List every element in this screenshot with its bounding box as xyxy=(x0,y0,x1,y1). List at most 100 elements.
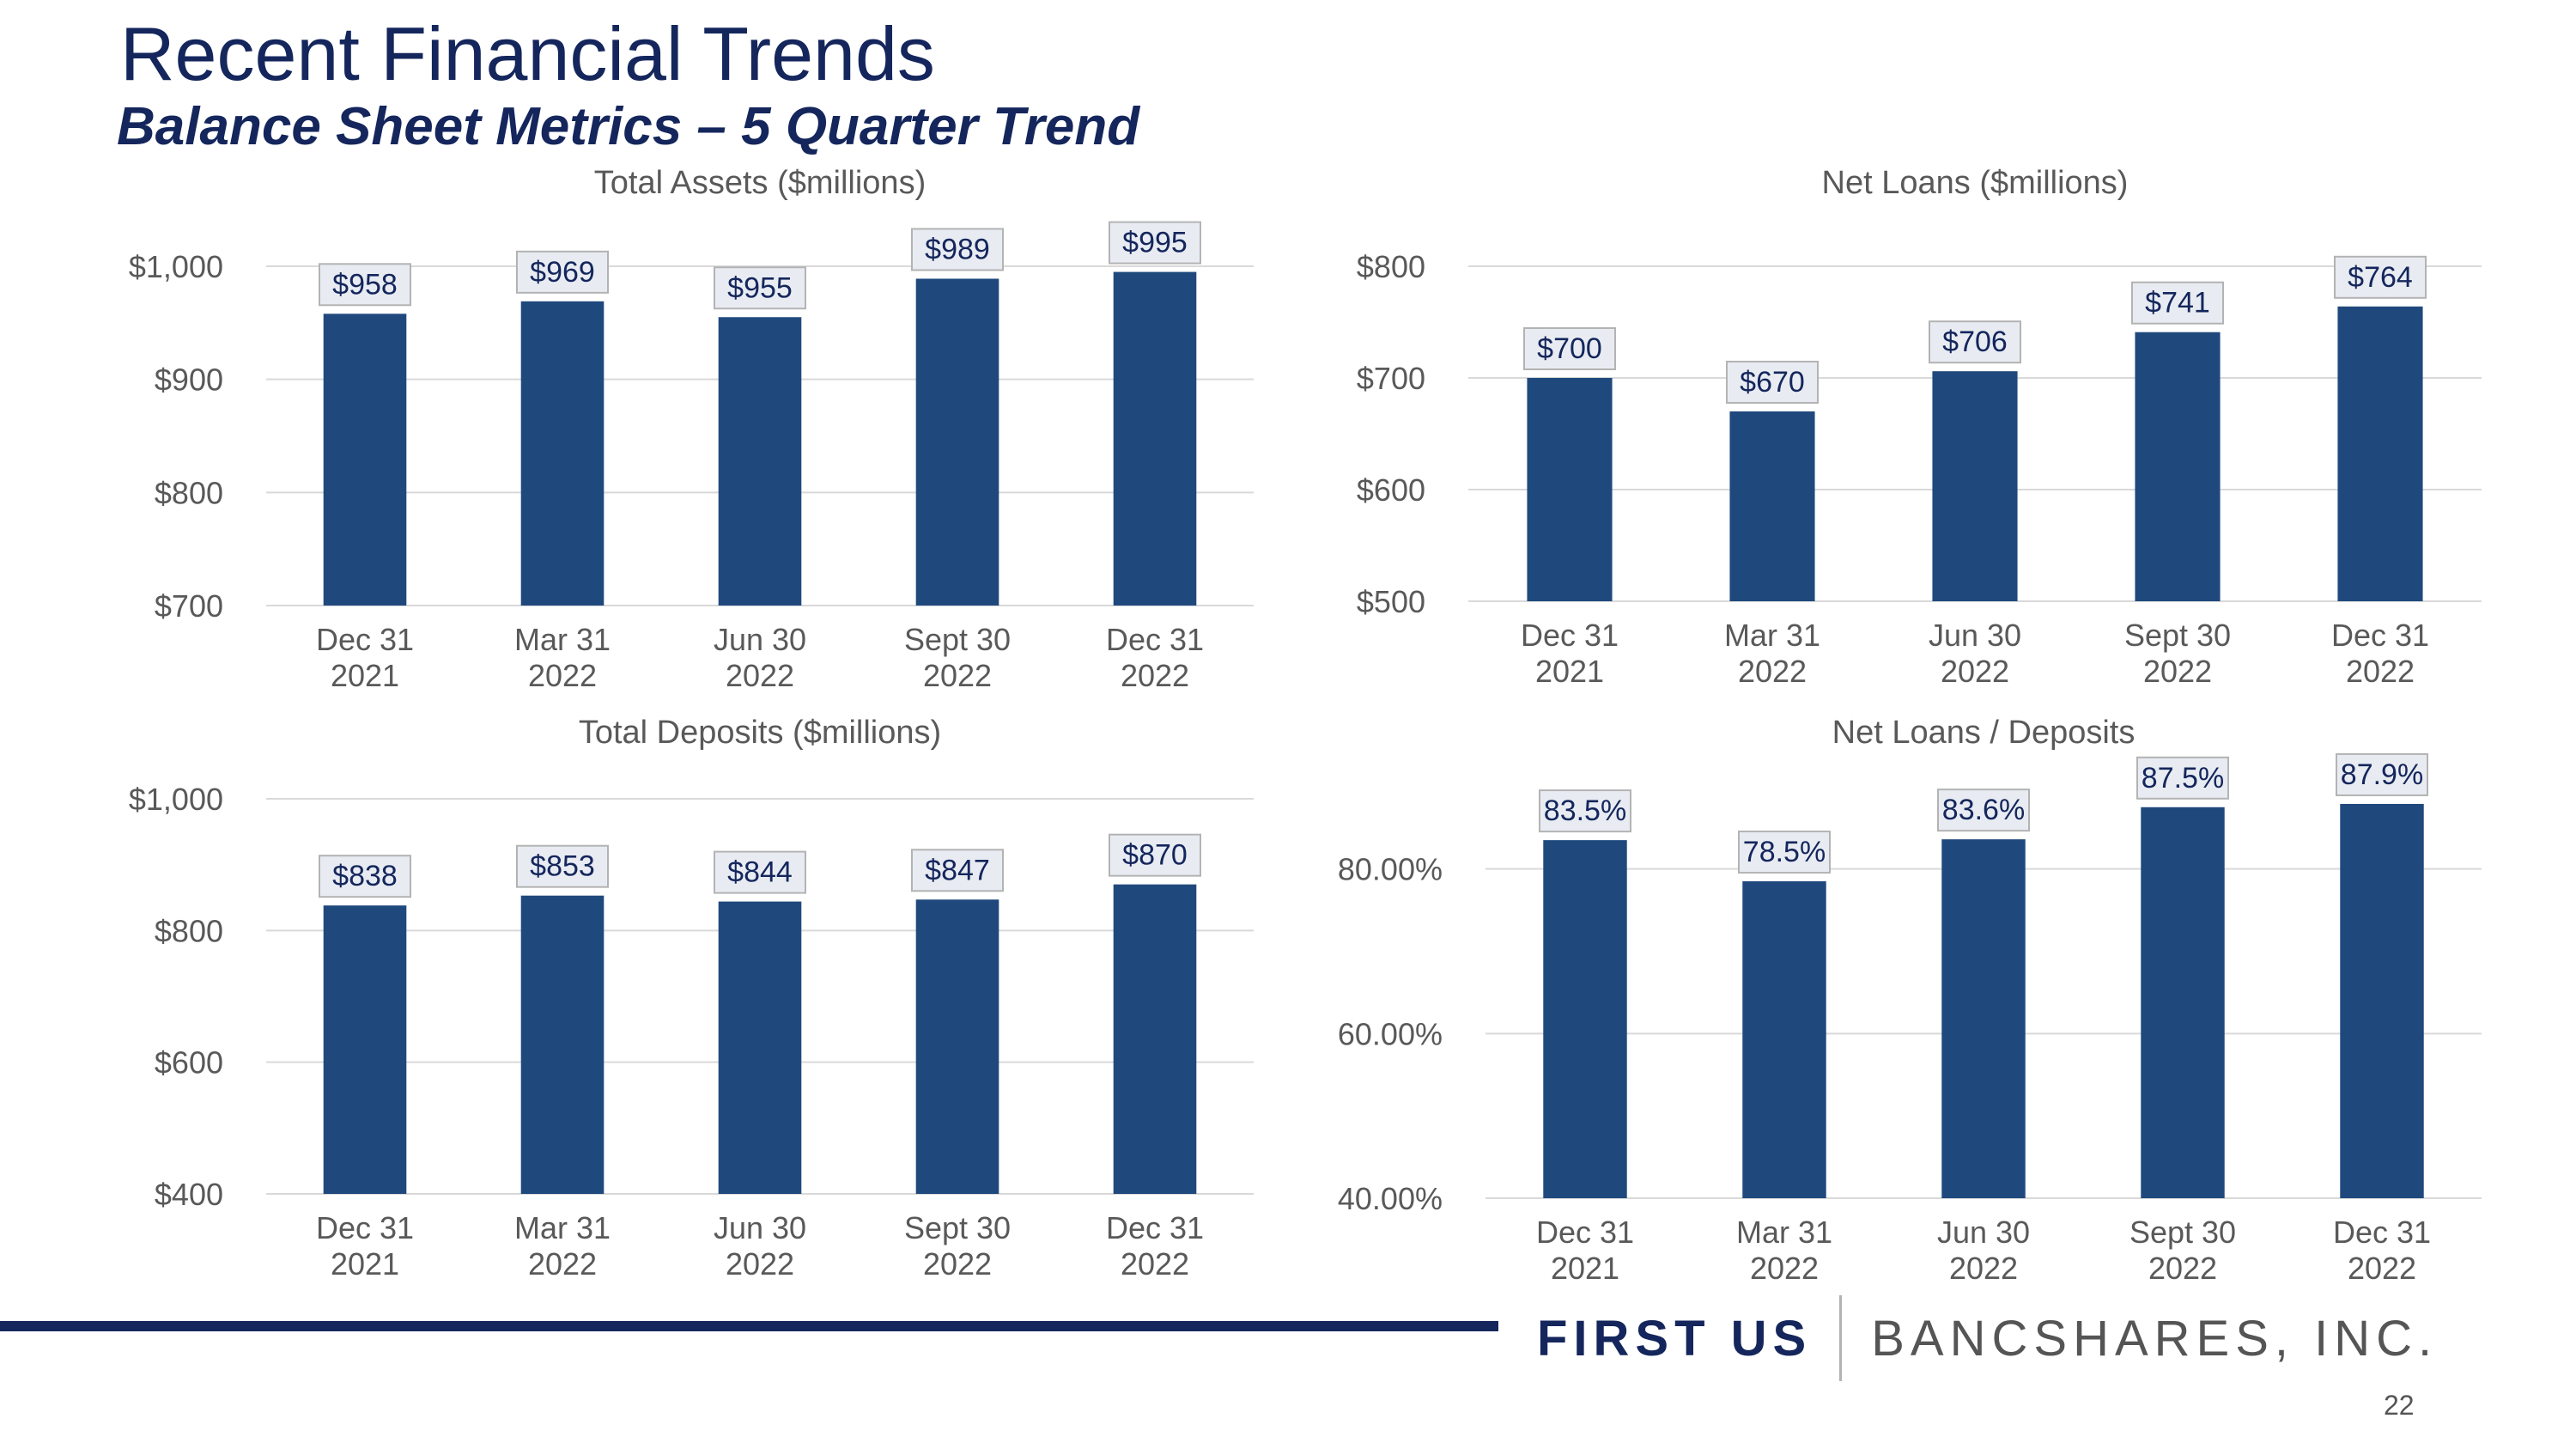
y-tick-label: $400 xyxy=(155,1177,223,1212)
x-tick-label: Sept 30 xyxy=(904,1210,1011,1245)
total-assets-chart: Total Assets ($millions) $700 $800 $900 $1,0… xyxy=(129,165,1254,693)
x-tick-label: Jun 30 xyxy=(714,1210,806,1245)
y-tick-label: $1,000 xyxy=(129,249,223,284)
bar xyxy=(1932,371,2018,601)
data-label: $706 xyxy=(1942,326,2008,358)
data-label: $958 xyxy=(332,268,398,301)
x-tick-label-year: 2021 xyxy=(1535,654,1604,689)
data-label: 78.5% xyxy=(1743,836,1826,868)
x-tick-label: Mar 31 xyxy=(1724,618,1820,653)
bar xyxy=(520,895,605,1194)
data-label-box xyxy=(516,844,609,888)
total-deposits-chart: Total Deposits ($millions) $400 $600 $800 $1… xyxy=(129,715,1254,1282)
x-tick-label-year: 2021 xyxy=(331,1246,399,1282)
net-loans-chart: Net Loans ($millions) $500 $600 $700 $800 $70… xyxy=(1357,165,2482,689)
x-tick-label-year: 2022 xyxy=(528,1246,597,1282)
x-tick-label-year: 2022 xyxy=(1750,1251,1819,1286)
x-tick-label: Jun 30 xyxy=(1937,1215,2030,1250)
x-tick-label-year: 2022 xyxy=(528,658,597,693)
data-label: $969 xyxy=(530,256,595,289)
data-label: 87.9% xyxy=(2341,758,2423,791)
data-label-box xyxy=(714,266,806,310)
y-tick-label: 60.00% xyxy=(1338,1016,1443,1051)
data-label-box xyxy=(2334,255,2427,299)
x-tick-label: Jun 30 xyxy=(714,622,806,657)
bar xyxy=(1527,378,1613,601)
y-tick-label: $800 xyxy=(155,913,223,948)
data-label: $741 xyxy=(2145,287,2210,320)
y-tick-label: $900 xyxy=(155,362,223,398)
bar xyxy=(2135,332,2221,601)
y-tick-label: $700 xyxy=(155,588,223,624)
x-tick-label: Dec 31 xyxy=(316,622,414,657)
x-tick-label: Dec 31 xyxy=(316,1210,414,1245)
data-label: $838 xyxy=(332,860,398,892)
y-tick-label: $800 xyxy=(1357,249,1425,284)
data-label: 83.6% xyxy=(1942,794,2025,826)
x-tick-label-year: 2022 xyxy=(923,1246,992,1282)
data-label-box xyxy=(319,263,411,307)
y-tick-label: $500 xyxy=(1357,584,1425,619)
x-tick-label: Dec 31 xyxy=(1521,618,1619,653)
x-tick-label-year: 2022 xyxy=(726,1246,794,1282)
x-tick-label-year: 2022 xyxy=(923,658,992,693)
x-tick-label: Dec 31 xyxy=(2333,1215,2431,1250)
data-label-box xyxy=(911,228,1004,271)
x-tick-label: Sept 30 xyxy=(2124,618,2231,653)
chart-title: Total Assets ($millions) xyxy=(594,165,926,201)
x-tick-label: Mar 31 xyxy=(1736,1215,1832,1250)
data-label: $844 xyxy=(727,856,793,889)
bar xyxy=(323,905,407,1194)
data-label-box xyxy=(1523,327,1616,370)
page-title: Recent Financial Trends xyxy=(120,11,935,96)
y-tick-label: 80.00% xyxy=(1338,852,1443,887)
data-label-box xyxy=(516,250,609,294)
data-label-box xyxy=(1929,320,2021,364)
data-label: $700 xyxy=(1537,332,1602,365)
x-tick-label-year: 2022 xyxy=(726,658,794,693)
x-tick-label-year: 2021 xyxy=(331,658,399,693)
bar xyxy=(915,899,999,1194)
bar xyxy=(323,314,407,606)
data-label: $995 xyxy=(1122,227,1188,259)
x-tick-label-year: 2021 xyxy=(1551,1251,1619,1286)
data-label: 83.5% xyxy=(1544,795,1626,827)
data-label: $847 xyxy=(925,854,990,886)
x-tick-label-year: 2022 xyxy=(1121,658,1189,693)
y-tick-label: $600 xyxy=(1357,472,1425,508)
data-label-box xyxy=(1738,831,1831,874)
bar xyxy=(718,901,802,1194)
y-tick-label: $600 xyxy=(155,1045,223,1081)
x-tick-label: Dec 31 xyxy=(1106,1210,1204,1245)
page-number: 22 xyxy=(2384,1390,2415,1421)
data-label-box xyxy=(319,855,411,898)
x-tick-label-year: 2022 xyxy=(1738,654,1807,689)
data-label-box xyxy=(2136,756,2229,800)
bar xyxy=(1729,411,1815,601)
footer-rule xyxy=(0,1321,1498,1331)
x-tick-label: Mar 31 xyxy=(514,1210,611,1245)
x-tick-label-year: 2022 xyxy=(2143,654,2212,689)
data-label-box xyxy=(1109,833,1201,877)
chart-title: Total Deposits ($millions) xyxy=(579,715,941,751)
y-tick-label: $1,000 xyxy=(129,782,223,817)
data-label: $870 xyxy=(1122,839,1188,872)
bar xyxy=(2337,306,2423,601)
x-tick-label: Mar 31 xyxy=(514,622,611,657)
loans-to-deposits-chart: Net Loans / Deposits 40.00% 60.00% 80.00% 83… xyxy=(1338,715,2482,1286)
company-logo: FIRST US BANCSHARES, INC. xyxy=(1537,1295,2438,1381)
data-label: $670 xyxy=(1740,366,1805,399)
x-tick-label: Dec 31 xyxy=(1536,1215,1634,1250)
logo-bancshares: BANCSHARES, INC. xyxy=(1871,1310,2439,1367)
bar xyxy=(1113,271,1197,606)
logo-first-us: FIRST US xyxy=(1537,1310,1813,1367)
y-tick-label: $700 xyxy=(1357,361,1425,396)
x-tick-label: Sept 30 xyxy=(2129,1215,2236,1250)
data-label: $853 xyxy=(530,850,595,883)
x-tick-label-year: 2022 xyxy=(2148,1251,2217,1286)
data-label: $764 xyxy=(2348,261,2413,294)
bar xyxy=(1543,840,1627,1198)
bar xyxy=(2340,803,2424,1198)
x-tick-label: Jun 30 xyxy=(1929,618,2021,653)
x-tick-label: Sept 30 xyxy=(904,622,1011,657)
